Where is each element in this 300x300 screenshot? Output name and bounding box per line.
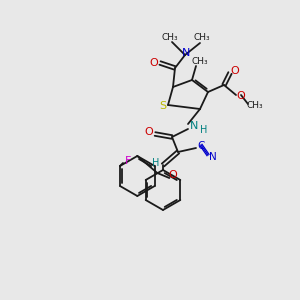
Text: CH₃: CH₃ xyxy=(194,34,210,43)
Text: O: O xyxy=(237,91,245,101)
Text: O: O xyxy=(150,58,158,68)
Text: O: O xyxy=(168,170,177,180)
Text: H: H xyxy=(200,125,208,135)
Text: CH₃: CH₃ xyxy=(162,32,178,41)
Text: CH₃: CH₃ xyxy=(192,56,208,65)
Text: CH₃: CH₃ xyxy=(247,100,263,109)
Text: O: O xyxy=(231,66,239,76)
Text: N: N xyxy=(182,48,190,58)
Text: F: F xyxy=(125,156,131,166)
Text: H: H xyxy=(152,158,160,168)
Text: O: O xyxy=(145,127,153,137)
Text: N: N xyxy=(209,152,217,162)
Text: N: N xyxy=(190,121,198,131)
Text: C: C xyxy=(197,141,205,151)
Text: S: S xyxy=(159,101,167,111)
